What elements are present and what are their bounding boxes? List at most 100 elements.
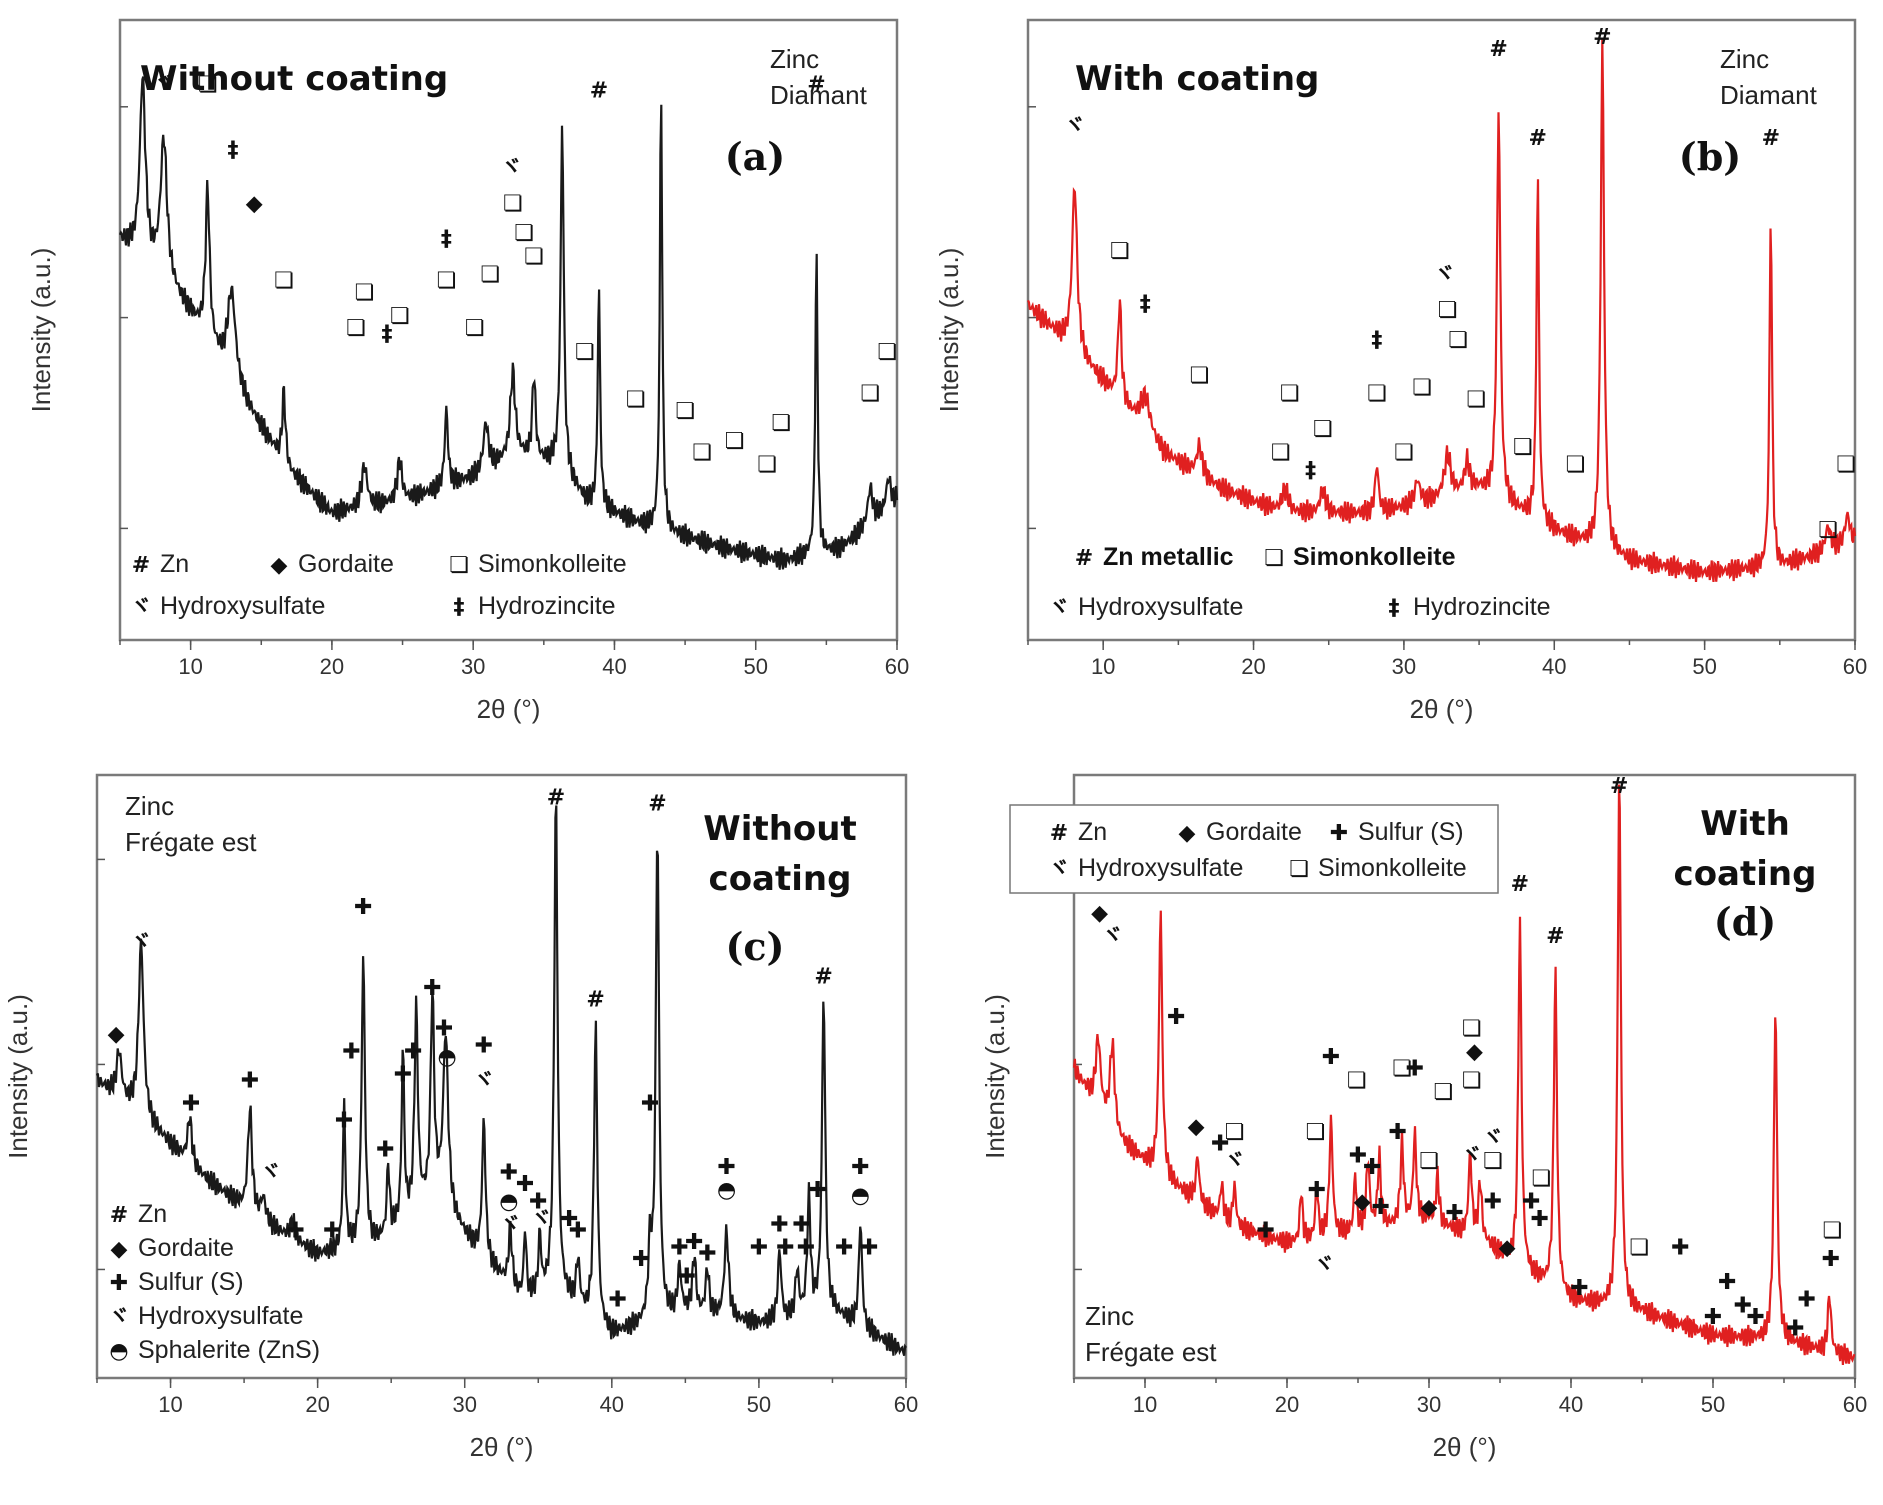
legend: # Zn ◆ Gordaite ❏ Simonkolleite ヾ Hydroxysulfat…: [130, 550, 627, 620]
zn-legend-symbol: #: [132, 553, 150, 578]
gordaite-marker: ◆: [1421, 1195, 1438, 1220]
plot-frame: [1072, 773, 1857, 1380]
hydroxysulfate-marker: ヾ: [499, 1213, 521, 1238]
simonkolleite-marker: ❏: [346, 316, 366, 341]
hydroxysulfate-marker: ヾ: [1482, 1126, 1504, 1151]
x-tick-label: 30: [452, 1392, 476, 1417]
simonkolleite-legend-label: Simonkolleite: [1293, 543, 1456, 571]
hydroxysulfate-legend-label: Hydroxysulfate: [1078, 593, 1243, 621]
zn-legend-label: Zn: [160, 550, 189, 578]
gordaite-legend-symbol: ◆: [1179, 821, 1196, 846]
sample-site: Diamant: [770, 80, 868, 110]
simonkolleite-marker: ❏: [1438, 298, 1458, 323]
zn-marker: #: [807, 72, 825, 97]
sample-name: Zinc: [125, 791, 174, 821]
sulfur-marker: ✚: [1322, 1045, 1340, 1070]
sample-site: Frégate est: [125, 827, 257, 857]
sulfur-marker: ✚: [1372, 1195, 1390, 1220]
sulfur-marker: ✚: [632, 1247, 650, 1272]
sulfur-marker: ✚: [792, 1213, 810, 1238]
simonkolleite-marker: ❏: [575, 340, 595, 365]
sulfur-marker: ✚: [776, 1236, 794, 1261]
simonkolleite-legend-symbol: ❏: [1289, 857, 1309, 882]
x-tick-label: 40: [602, 654, 626, 679]
hydrozincite-legend-symbol: ‡: [1389, 596, 1400, 621]
gordaite-legend-label: Gordaite: [298, 550, 394, 578]
sulfur-marker: ✚: [1531, 1207, 1549, 1232]
hydroxysulfate-legend-symbol: ヾ: [1048, 596, 1070, 621]
simonkolleite-marker: ❏: [1394, 441, 1414, 466]
xrd-trace: [1072, 784, 1856, 1365]
hydrozincite-marker: ‡: [441, 227, 452, 252]
zn-marker: #: [1610, 774, 1628, 799]
sulfur-marker: ✚: [608, 1288, 626, 1313]
panel-label: (b): [1679, 134, 1742, 179]
legend: # Zn ◆ Gordaite ✚ Sulfur (S) ヾ Hydroxysulfate ❏ S…: [1009, 804, 1499, 894]
gordaite-legend-symbol: ◆: [111, 1237, 128, 1262]
x-axis-label: 2θ (°): [1433, 1432, 1497, 1462]
zn-marker: #: [1762, 126, 1780, 151]
legend: # Zn ◆ Gordaite ✚ Sulfur (S) ヾ Hydroxysulfate ◓ S…: [108, 1200, 320, 1364]
sample-name: Zinc: [1720, 44, 1769, 74]
zn-marker: #: [547, 786, 565, 811]
sphalerite-marker: ◓: [851, 1184, 870, 1209]
sulfur-marker: ✚: [797, 1236, 815, 1261]
xrd-trace: [95, 805, 907, 1357]
sulfur-marker: ✚: [241, 1068, 259, 1093]
x-tick-label: 10: [1091, 654, 1115, 679]
simonkolleite-marker: ❏: [524, 245, 544, 270]
gordaite-legend-label: Gordaite: [138, 1234, 234, 1262]
hydrozincite-legend-label: Hydrozincite: [478, 592, 616, 620]
sulfur-marker: ✚: [500, 1161, 518, 1186]
simonkolleite-marker: ❏: [1419, 1149, 1439, 1174]
hydroxysulfate-legend-label: Hydroxysulfate: [160, 592, 325, 620]
sulfur-marker: ✚: [560, 1207, 578, 1232]
sulfur-marker: ✚: [1746, 1305, 1764, 1330]
sulfur-marker: ✚: [1167, 1005, 1185, 1030]
x-tick-label: 30: [1417, 1392, 1441, 1417]
sample-name: Zinc: [1085, 1301, 1134, 1331]
simonkolleite-marker: ❏: [1483, 1149, 1503, 1174]
y-axis-label: Intensity (a.u.): [934, 248, 964, 413]
hydroxysulfate-marker: ヾ: [530, 1207, 552, 1232]
sulfur-marker: ✚: [678, 1264, 696, 1289]
zn-legend-label: Zn: [138, 1200, 167, 1228]
hydroxysulfate-legend-symbol: ヾ: [130, 595, 152, 620]
sulfur-marker: ✚: [750, 1236, 768, 1261]
simonkolleite-marker: ❏: [1466, 387, 1486, 412]
panel-label: (d): [1714, 899, 1777, 944]
sulfur-marker: ✚: [342, 1039, 360, 1064]
hydrozincite-legend-symbol: ‡: [454, 595, 465, 620]
x-axis-label: 2θ (°): [1410, 694, 1474, 724]
hydroxysulfate-legend-label: Hydroxysulfate: [1078, 854, 1243, 882]
hydroxysulfate-marker: ヾ: [1461, 1143, 1483, 1168]
legend-box: [1009, 804, 1499, 894]
gordaite-legend-label: Gordaite: [1206, 818, 1302, 846]
sulfur-marker: ✚: [404, 1039, 422, 1064]
sulfur-marker: ✚: [323, 1218, 341, 1243]
x-tick-label: 20: [1275, 1392, 1299, 1417]
sulfur-marker: ✚: [516, 1172, 534, 1197]
simonkolleite-marker: ❏: [877, 340, 897, 365]
sulfur-marker: ✚: [835, 1236, 853, 1261]
sulfur-marker: ✚: [394, 1063, 412, 1088]
sulfur-marker: ✚: [354, 895, 372, 920]
simonkolleite-legend-symbol: ❏: [449, 553, 469, 578]
zn-legend-symbol: #: [1050, 821, 1068, 846]
x-tick-label: 50: [743, 654, 767, 679]
panel-title-line1: Without: [703, 809, 856, 849]
simonkolleite-marker: ❏: [355, 280, 375, 305]
zn-marker: #: [648, 791, 666, 816]
sulfur-marker: ✚: [182, 1091, 200, 1116]
x-tick-label: 10: [158, 1392, 182, 1417]
simonkolleite-marker: ❏: [1367, 381, 1387, 406]
gordaite-marker: ◆: [1091, 901, 1108, 926]
simonkolleite-marker: ❏: [757, 453, 777, 478]
sulfur-marker: ✚: [641, 1091, 659, 1116]
hydroxysulfate-marker: ヾ: [1223, 1149, 1245, 1174]
x-tick-label: 50: [747, 1392, 771, 1417]
hydroxysulfate-marker: ヾ: [1064, 114, 1086, 139]
simonkolleite-marker: ❏: [860, 381, 880, 406]
simonkolleite-marker: ❏: [1412, 375, 1432, 400]
